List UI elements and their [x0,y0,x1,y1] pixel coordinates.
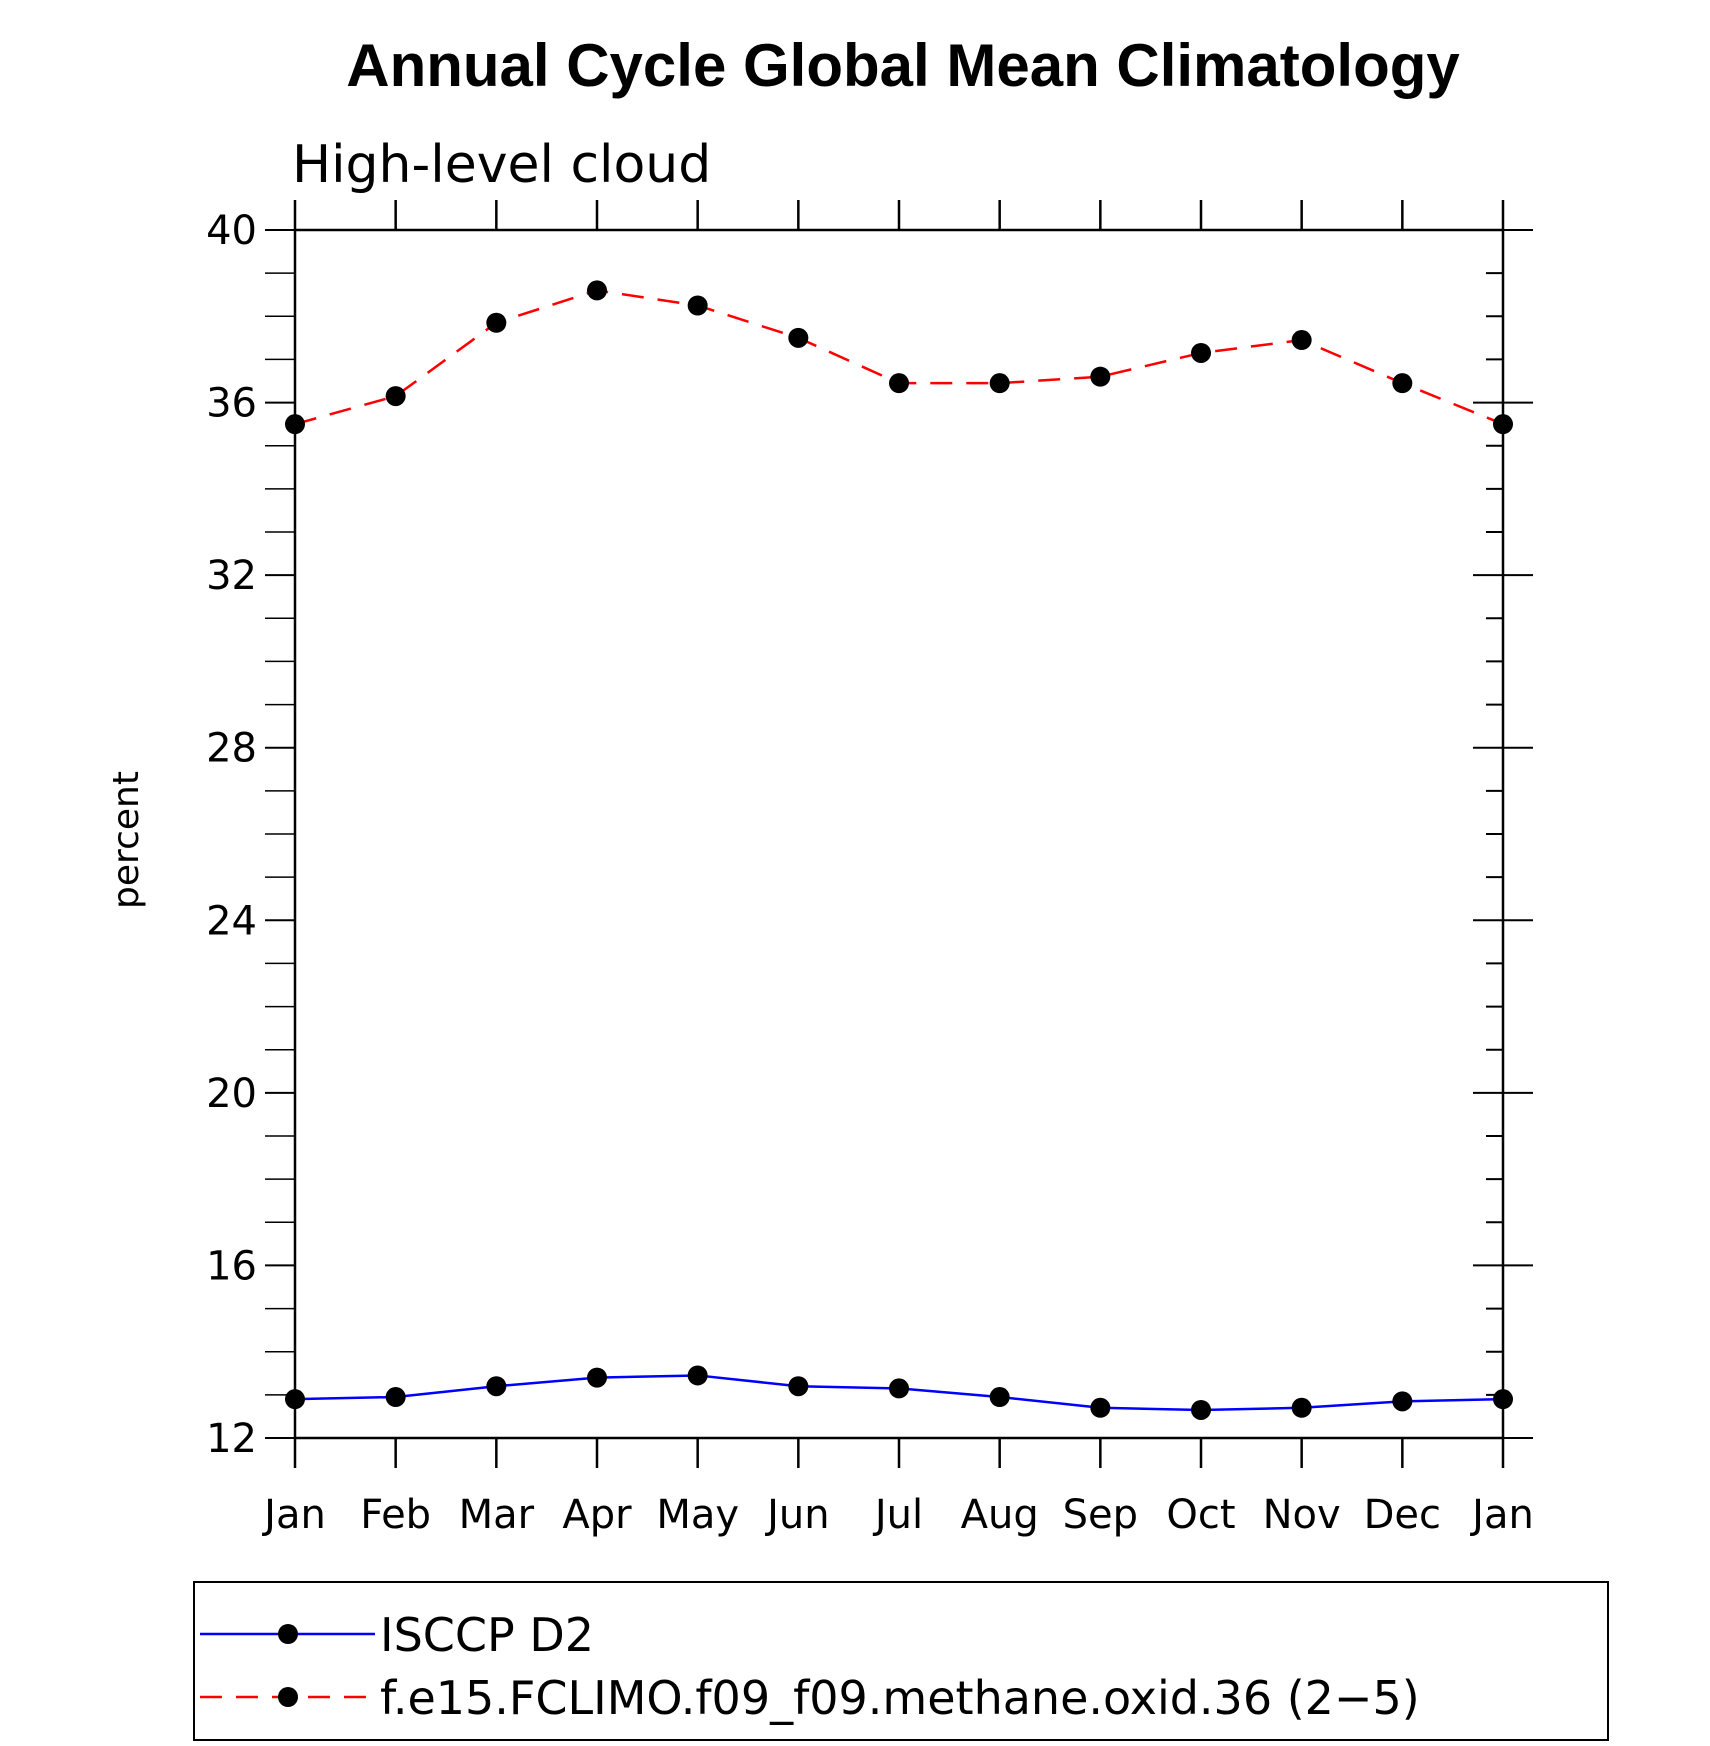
chart-title: Annual Cycle Global Mean Climatology [346,32,1460,99]
y-tick-label: 20 [206,1071,257,1117]
legend-label: ISCCP D2 [380,1608,594,1662]
y-axis-label: percent [106,771,147,909]
data-point [285,414,305,435]
x-tick-label: Apr [562,1492,632,1538]
data-point [1291,1397,1312,1418]
y-tick-label: 28 [206,726,257,772]
data-point [687,295,708,316]
data-point [1291,330,1312,351]
x-tick-label: Jun [764,1492,830,1538]
data-point [1090,1397,1111,1418]
x-tick-label: Dec [1364,1492,1441,1538]
y-tick-label: 32 [206,553,257,599]
data-point [486,312,507,333]
legend-marker [278,1687,298,1707]
data-point [1493,1389,1513,1410]
legend-box [193,1581,1609,1741]
x-tick-label: Jan [1469,1492,1534,1538]
x-tick-label: Oct [1166,1492,1235,1538]
data-point [285,1389,305,1410]
data-point [1090,366,1111,387]
data-point [889,373,909,394]
x-tick-label: Nov [1263,1492,1341,1538]
plot-frame [293,228,1505,1440]
x-tick-label: Sep [1063,1492,1138,1538]
data-point [587,280,607,301]
axes: 12 16 20 24 28 32 36 40 Jan Feb Mar Apr May Jun Jul Aug… [206,200,1534,1538]
data-point [989,1387,1010,1408]
y-tick-label: 12 [206,1416,257,1462]
legend-marker [278,1624,298,1644]
data-point [1493,414,1513,435]
x-tick-label: Jul [872,1492,923,1538]
data-point [1191,1399,1211,1420]
x-tick-label: Feb [360,1492,431,1538]
data-point [788,1376,809,1397]
legend-label: f.e15.FCLIMO.f09_f09.methane.oxid.36 (2−… [380,1671,1420,1725]
data-point [989,373,1010,394]
x-tick-label: Aug [961,1492,1039,1538]
data-point [1392,373,1413,394]
legend: ISCCP D2 f.e15.FCLIMO.f09_f09.methane.oxi… [200,1608,1420,1725]
data-point [385,1387,406,1408]
x-tick-label: Jan [261,1492,326,1538]
data-point [1191,342,1211,363]
series-layer [285,280,1513,1420]
data-point [486,1376,507,1397]
series-line [294,289,1504,426]
x-tick-label: Mar [459,1492,535,1538]
data-point [587,1367,607,1388]
data-point [889,1378,909,1399]
data-point [1392,1391,1413,1412]
y-tick-label: 40 [206,208,257,254]
data-point [385,386,406,407]
data-point [788,327,809,348]
x-tick-label: May [656,1492,739,1538]
y-tick-label: 24 [206,898,257,944]
y-tick-label: 16 [206,1243,257,1289]
data-point [687,1365,708,1386]
chart-subtitle: High-level cloud [292,135,711,195]
y-tick-label: 36 [206,381,257,427]
